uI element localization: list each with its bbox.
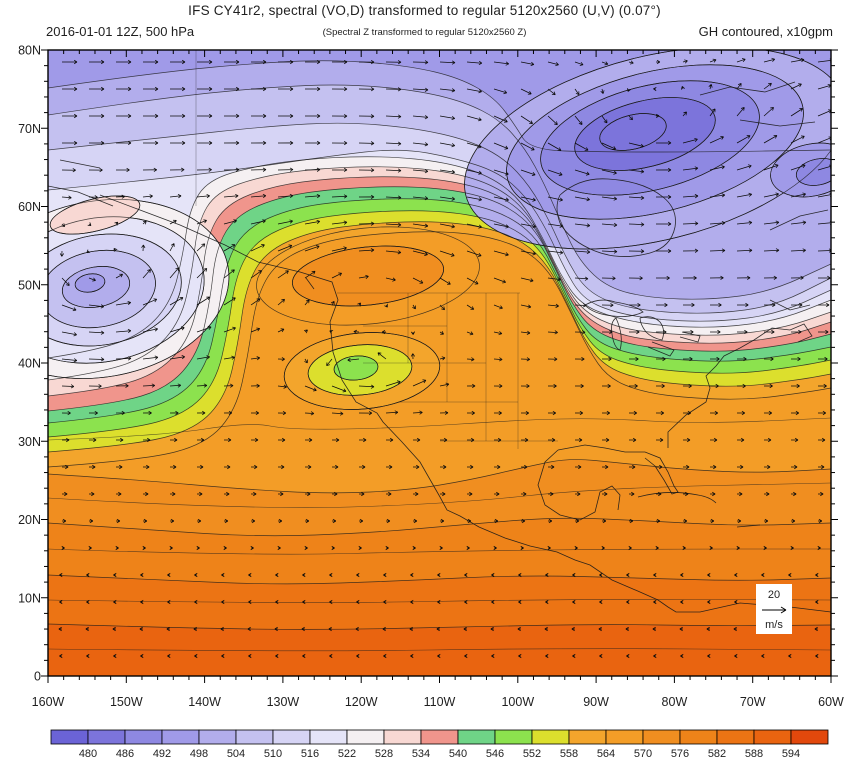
svg-text:70W: 70W	[740, 695, 766, 709]
svg-text:100W: 100W	[501, 695, 534, 709]
svg-text:50N: 50N	[18, 278, 41, 292]
svg-text:594: 594	[782, 748, 800, 760]
svg-text:582: 582	[708, 748, 726, 760]
svg-text:486: 486	[116, 748, 134, 760]
svg-text:516: 516	[301, 748, 319, 760]
svg-text:140W: 140W	[188, 695, 221, 709]
contour-line-layer	[48, 50, 831, 652]
svg-text:504: 504	[227, 748, 245, 760]
svg-text:m/s: m/s	[765, 619, 783, 631]
svg-text:540: 540	[449, 748, 467, 760]
svg-text:558: 558	[560, 748, 578, 760]
svg-text:0: 0	[34, 670, 41, 684]
colorbar-labels: 480 486 492 498 504 510 516 522 528 534 540 546 552 5…	[79, 748, 800, 760]
y-axis-labels: 0 10N 20N 30N 40N 50N 60N 70N 80N	[18, 44, 41, 684]
svg-text:20N: 20N	[18, 513, 41, 527]
svg-text:80W: 80W	[662, 695, 688, 709]
svg-text:522: 522	[338, 748, 356, 760]
plot-subtitle-right: GH contoured, x10gpm	[698, 24, 833, 39]
plot-subtitle-left: 2016-01-01 12Z, 500 hPa	[46, 24, 195, 39]
svg-text:10N: 10N	[18, 591, 41, 605]
svg-text:588: 588	[745, 748, 763, 760]
svg-text:546: 546	[486, 748, 504, 760]
svg-text:570: 570	[634, 748, 652, 760]
coastline-layer	[48, 50, 831, 613]
svg-text:30N: 30N	[18, 435, 41, 449]
svg-text:120W: 120W	[345, 695, 378, 709]
svg-text:528: 528	[375, 748, 393, 760]
svg-text:510: 510	[264, 748, 282, 760]
contour-fill-layer	[48, 50, 831, 676]
wind-reference-box: 20 m/s	[756, 584, 792, 634]
wind-arrow-layer	[58, 57, 831, 659]
axis-ticks	[41, 49, 838, 683]
svg-text:552: 552	[523, 748, 541, 760]
svg-text:480: 480	[79, 748, 97, 760]
svg-text:534: 534	[412, 748, 430, 760]
svg-text:90W: 90W	[583, 695, 609, 709]
svg-text:492: 492	[153, 748, 171, 760]
svg-text:564: 564	[597, 748, 615, 760]
svg-text:576: 576	[671, 748, 689, 760]
x-axis-labels: 160W 150W 140W 130W 120W 110W 100W 90W 80W 70W 60W	[32, 695, 844, 709]
svg-text:150W: 150W	[110, 695, 143, 709]
plot-title: IFS CY41r2, spectral (VO,D) transformed …	[188, 3, 661, 18]
plot-subtitle-center: (Spectral Z transformed to regular 5120x…	[322, 27, 527, 38]
svg-text:80N: 80N	[18, 44, 41, 58]
svg-text:20: 20	[768, 589, 780, 601]
svg-text:498: 498	[190, 748, 208, 760]
svg-text:160W: 160W	[32, 695, 65, 709]
colorbar	[50, 729, 829, 745]
svg-text:70N: 70N	[18, 122, 41, 136]
svg-text:110W: 110W	[424, 695, 456, 709]
svg-text:60W: 60W	[818, 695, 844, 709]
svg-text:40N: 40N	[18, 357, 41, 371]
svg-text:60N: 60N	[18, 200, 41, 214]
svg-text:130W: 130W	[267, 695, 300, 709]
